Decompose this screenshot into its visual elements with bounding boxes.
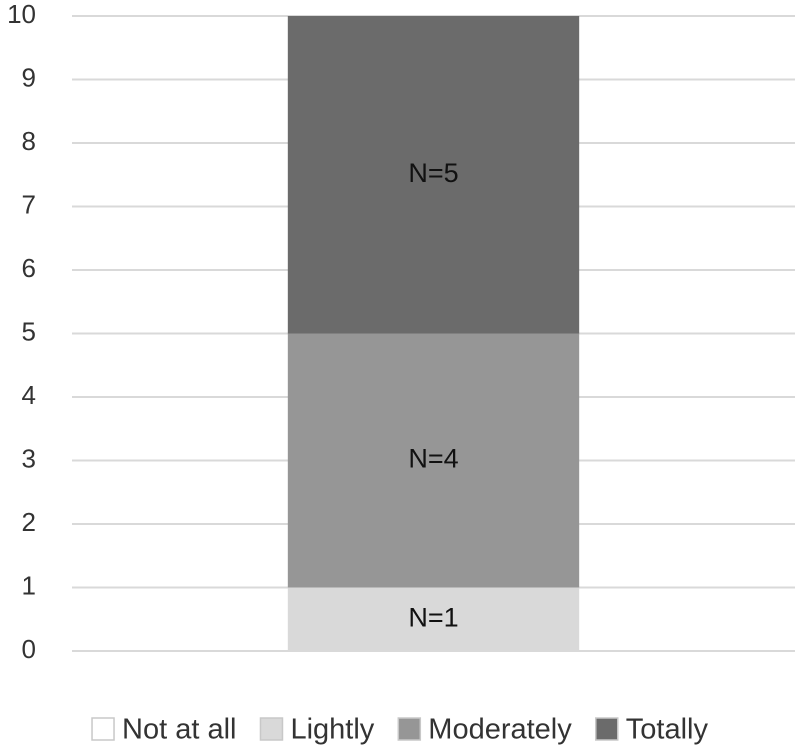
legend-swatch (259, 717, 284, 741)
legend-label: Lightly (290, 714, 374, 746)
data-label: N=1 (408, 602, 458, 632)
bar-segment (287, 16, 580, 334)
y-tick-label: 0 (22, 634, 36, 664)
legend-label: Totally (626, 714, 709, 746)
y-tick-label: 3 (22, 443, 36, 473)
y-tick-label: 5 (22, 316, 36, 346)
legend-swatch (595, 717, 619, 741)
data-label: N=5 (408, 158, 458, 188)
bar-segment (287, 587, 580, 651)
y-tick-label: 7 (22, 189, 36, 219)
y-tick-label: 6 (22, 253, 36, 283)
y-tick-label: 1 (22, 570, 36, 600)
y-tick-label: 10 (7, 0, 36, 29)
bar-segment (287, 333, 580, 588)
legend-swatch (91, 717, 115, 741)
y-tick-label: 9 (22, 62, 36, 92)
legend-label: Moderately (428, 714, 572, 746)
y-tick-label: 2 (22, 507, 36, 537)
y-tick-label: 4 (22, 380, 36, 410)
y-tick-label: 8 (22, 126, 36, 156)
legend-swatch (397, 717, 422, 741)
legend-label: Not at all (122, 714, 236, 746)
data-label: N=4 (408, 444, 458, 474)
